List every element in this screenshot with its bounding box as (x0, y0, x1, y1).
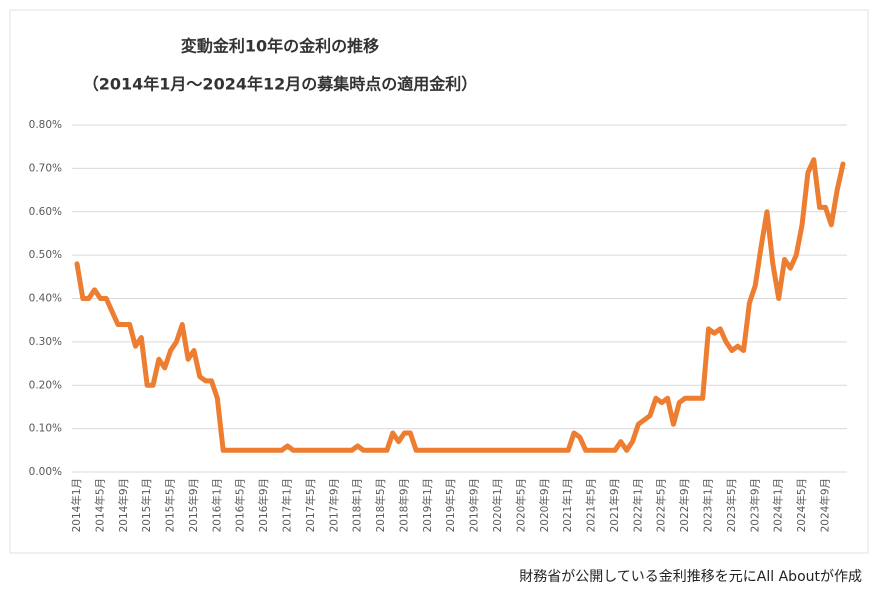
x-tick-label: 2021年9月 (608, 478, 621, 532)
x-tick-label: 2017年9月 (327, 478, 340, 532)
x-tick-label: 2014年1月 (70, 478, 83, 532)
source-note: 財務省が公開している金利推移を元にAll Aboutが作成 (519, 569, 862, 585)
x-tick-label: 2019年9月 (468, 478, 481, 532)
x-tick-label: 2016年1月 (210, 478, 223, 532)
x-tick-label: 2022年5月 (655, 478, 668, 532)
x-tick-label: 2018年5月 (374, 478, 387, 532)
x-tick-label: 2022年9月 (678, 478, 691, 532)
x-tick-label: 2019年5月 (444, 478, 457, 532)
x-tick-label: 2014年5月 (93, 478, 106, 532)
y-tick-label: 0.30% (29, 336, 62, 348)
x-tick-label: 2021年1月 (561, 478, 574, 532)
x-tick-label: 2024年1月 (772, 478, 785, 532)
x-tick-label: 2023年5月 (725, 478, 738, 532)
chart-frame (9, 9, 869, 554)
x-tick-label: 2015年9月 (187, 478, 200, 532)
x-tick-label: 2015年1月 (140, 478, 153, 532)
y-tick-label: 0.70% (29, 162, 62, 174)
x-tick-label: 2021年5月 (585, 478, 598, 532)
y-tick-label: 0.10% (29, 423, 62, 435)
line-series (74, 157, 846, 453)
x-tick-label: 2023年1月 (702, 478, 715, 532)
y-tick-label: 0.50% (29, 249, 62, 261)
x-tick-label: 2015年5月 (164, 478, 177, 532)
x-tick-label: 2022年1月 (631, 478, 644, 532)
chart-subtitle: （2014年1月～2024年12月の募集時点の適用金利） (83, 75, 477, 94)
y-tick-label: 0.80% (29, 119, 62, 131)
x-tick-label: 2016年9月 (257, 478, 270, 532)
x-tick-label: 2024年9月 (818, 478, 831, 532)
x-tick-label: 2017年1月 (281, 478, 294, 532)
x-tick-label: 2018年1月 (351, 478, 364, 532)
y-tick-label: 0.40% (29, 293, 62, 305)
y-tick-label: 0.60% (29, 206, 62, 218)
x-tick-label: 2014年9月 (117, 478, 130, 532)
x-tick-label: 2016年5月 (234, 478, 247, 532)
x-tick-label: 2020年1月 (491, 478, 504, 532)
x-tick-label: 2020年5月 (514, 478, 527, 532)
x-tick-label: 2020年9月 (538, 478, 551, 532)
x-tick-label: 2018年9月 (397, 478, 410, 532)
x-tick-label: 2017年5月 (304, 478, 317, 532)
x-tick-label: 2024年5月 (795, 478, 808, 532)
y-tick-label: 0.00% (29, 466, 62, 478)
y-tick-label: 0.20% (29, 379, 62, 391)
chart-title: 変動金利10年の金利の推移 (181, 37, 379, 56)
x-tick-label: 2023年9月 (748, 478, 761, 532)
x-tick-label: 2019年1月 (421, 478, 434, 532)
